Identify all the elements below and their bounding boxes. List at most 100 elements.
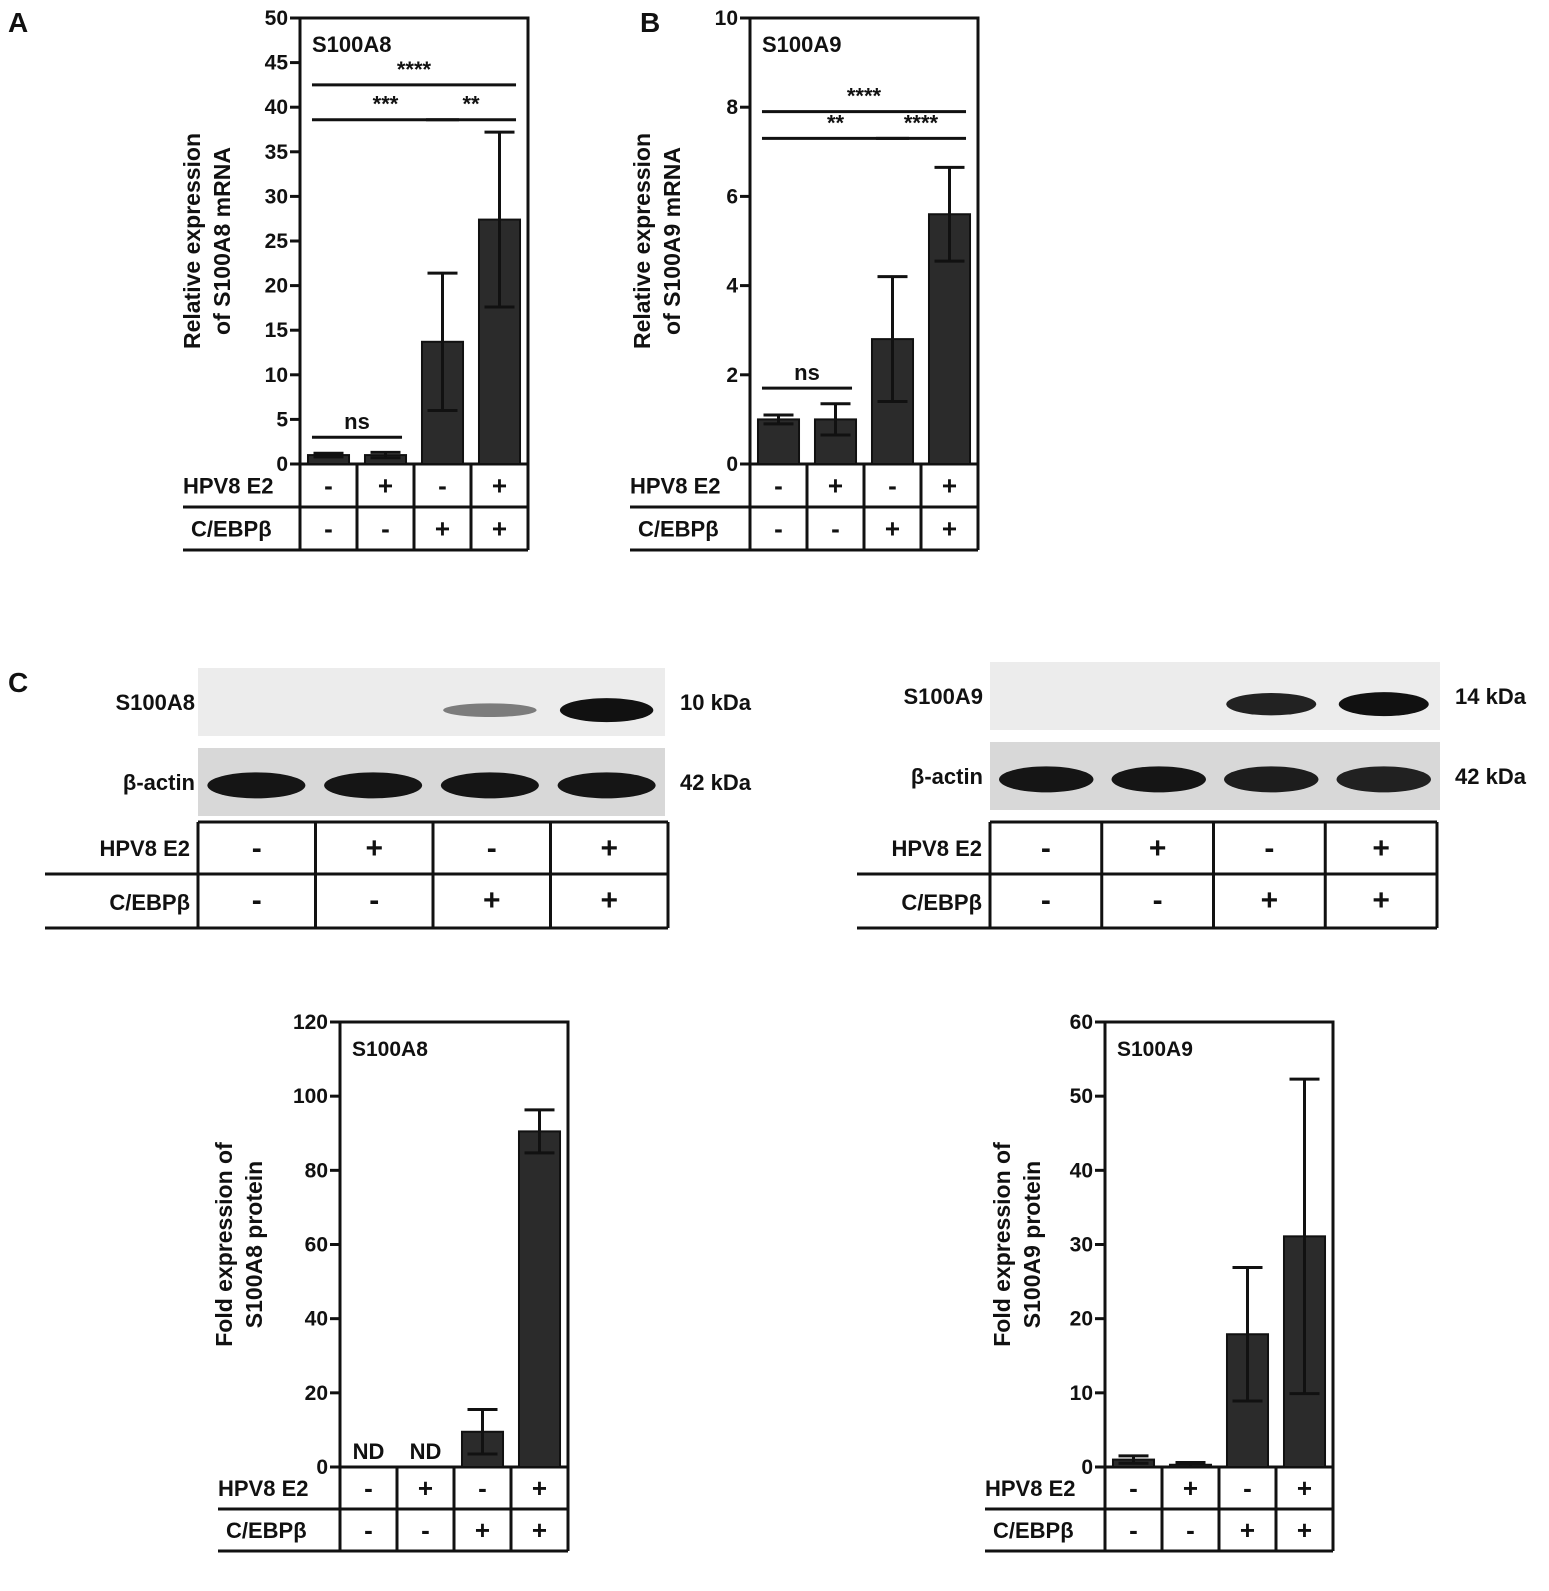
- row-label-hpv8-e2: HPV8 E2: [985, 1476, 1076, 1501]
- condition-symbol: -: [324, 471, 333, 501]
- condition-symbol: +: [492, 471, 507, 501]
- blot-actin-kda: 42 kDa: [680, 770, 752, 795]
- chart-c-protein-s100a9: 0 10 20 30 40 50 60 S100A9 Fold expression of S10…: [985, 1011, 1335, 1553]
- y-tick-label: 50: [265, 7, 288, 30]
- condition-symbol: -: [487, 832, 497, 865]
- blot-target-label: S100A9: [903, 684, 983, 709]
- significance-label: ****: [904, 110, 939, 135]
- actin-band: [999, 766, 1094, 793]
- significance-label: ns: [344, 409, 370, 434]
- row-label-hpv8-e2: HPV8 E2: [100, 836, 191, 861]
- blot-actin-kda: 42 kDa: [1455, 764, 1527, 789]
- bar-label: ND: [353, 1439, 385, 1464]
- condition-symbol: +: [1261, 884, 1279, 917]
- row-label-hpv8-e2: HPV8 E2: [630, 474, 721, 499]
- y-tick-label: 25: [265, 230, 289, 253]
- condition-symbol: -: [364, 1515, 373, 1545]
- actin-band: [324, 772, 423, 799]
- y-axis-label: Fold expression of: [211, 1142, 237, 1347]
- y-axis-label: of S100A8 mRNA: [209, 147, 235, 335]
- condition-symbol: +: [1240, 1515, 1255, 1545]
- target-band: [443, 703, 537, 717]
- row-label-cebpb: C/EBPβ: [191, 517, 272, 542]
- y-axis-label: Relative expression: [179, 133, 205, 349]
- row-label-cebpb: C/EBPβ: [109, 890, 190, 915]
- chart-title: S100A9: [762, 32, 842, 57]
- condition-symbol: -: [1186, 1515, 1195, 1545]
- y-tick-label: 0: [1081, 1456, 1093, 1479]
- condition-symbol: +: [600, 884, 618, 917]
- condition-symbol: -: [252, 884, 262, 917]
- condition-symbol: -: [1129, 1515, 1138, 1545]
- western-blot-s100a9: S100A9 β-actin 14 kDa 42 kDa HPV8 E2 C/EBPβ - +…: [857, 662, 1527, 930]
- y-tick-label: 0: [276, 453, 288, 476]
- condition-symbol: +: [600, 832, 618, 865]
- condition-symbol: -: [438, 471, 447, 501]
- condition-symbol: +: [885, 514, 900, 544]
- y-tick-label: 10: [265, 364, 288, 387]
- condition-symbol: +: [418, 1473, 433, 1503]
- blot-target-label: S100A8: [115, 690, 195, 715]
- bar: [517, 1130, 562, 1469]
- y-tick-label: 60: [305, 1234, 328, 1257]
- y-tick-label: 40: [1070, 1159, 1093, 1182]
- chart-title: S100A8: [312, 32, 392, 57]
- condition-symbol: +: [1149, 832, 1167, 865]
- blot-actin-label: β-actin: [911, 764, 983, 789]
- condition-symbol: +: [1372, 884, 1390, 917]
- significance-label: ns: [794, 360, 820, 385]
- condition-symbol: -: [381, 514, 390, 544]
- condition-symbol: +: [492, 514, 507, 544]
- panel-label-b: B: [640, 7, 660, 38]
- y-tick-label: 10: [715, 7, 738, 30]
- condition-symbol: +: [435, 514, 450, 544]
- target-band: [1226, 692, 1317, 716]
- y-tick-label: 20: [305, 1382, 328, 1405]
- condition-symbol: +: [942, 471, 957, 501]
- chart-title: S100A9: [1117, 1038, 1193, 1061]
- condition-symbol: -: [1041, 884, 1051, 917]
- chart-title: S100A8: [352, 1038, 428, 1061]
- condition-symbol: -: [774, 471, 783, 501]
- bar-label: ND: [410, 1439, 442, 1464]
- condition-symbol: +: [1297, 1515, 1312, 1545]
- y-tick-label: 8: [726, 96, 738, 119]
- significance-label: ***: [373, 92, 399, 117]
- y-tick-label: 80: [305, 1159, 328, 1182]
- y-tick-label: 10: [1070, 1382, 1093, 1405]
- actin-band: [1111, 766, 1206, 793]
- y-tick-label: 100: [293, 1085, 328, 1108]
- panel-label-c: C: [8, 667, 28, 698]
- condition-symbol: -: [1264, 832, 1274, 865]
- condition-symbol: -: [364, 1473, 373, 1503]
- condition-symbol: +: [1183, 1473, 1198, 1503]
- condition-symbol: -: [1041, 832, 1051, 865]
- condition-symbol: +: [942, 514, 957, 544]
- blot-target-kda: 14 kDa: [1455, 684, 1527, 709]
- y-tick-label: 45: [265, 52, 289, 75]
- condition-symbol: -: [478, 1473, 487, 1503]
- row-label-cebpb: C/EBPβ: [901, 890, 982, 915]
- y-axis-label: Fold expression of: [989, 1142, 1015, 1347]
- target-band: [1338, 692, 1429, 717]
- row-label-hpv8-e2: HPV8 E2: [183, 474, 274, 499]
- condition-symbol: -: [1243, 1473, 1252, 1503]
- y-tick-label: 0: [316, 1456, 328, 1479]
- condition-symbol: +: [365, 832, 383, 865]
- y-tick-label: 5: [276, 408, 288, 431]
- significance-label: ****: [397, 57, 432, 82]
- condition-symbol: -: [774, 514, 783, 544]
- actin-band: [440, 772, 539, 799]
- y-tick-label: 50: [1070, 1085, 1093, 1108]
- condition-symbol: -: [888, 471, 897, 501]
- blot-actin-label: β-actin: [123, 770, 195, 795]
- target-band: [559, 698, 654, 723]
- y-axis-label: S100A9 protein: [1019, 1161, 1045, 1328]
- y-tick-label: 2: [726, 364, 738, 387]
- panel-label-a: A: [8, 7, 28, 38]
- actin-band: [1224, 766, 1319, 793]
- condition-symbol: -: [324, 514, 333, 544]
- row-label-hpv8-e2: HPV8 E2: [892, 836, 983, 861]
- chart-a-mrna-s100a8: 0 5 10 15 20 25 30 35 40 45 50 S100A8 Relative expre…: [179, 7, 530, 552]
